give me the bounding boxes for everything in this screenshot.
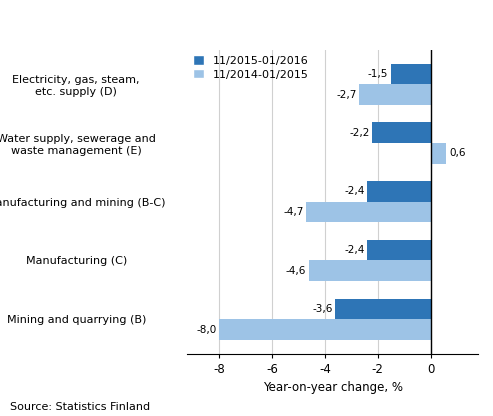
Text: -1,5: -1,5: [368, 69, 388, 79]
Bar: [372, 122, 430, 143]
X-axis label: Year-on-year change, %: Year-on-year change, %: [263, 381, 403, 394]
Text: Source: Statistics Finland: Source: Statistics Finland: [10, 402, 150, 412]
Text: -4,6: -4,6: [286, 266, 306, 276]
Text: -2,4: -2,4: [344, 186, 364, 196]
Bar: [367, 240, 430, 260]
Text: -2,2: -2,2: [350, 128, 370, 138]
Text: -2,7: -2,7: [336, 89, 356, 99]
Bar: [306, 202, 430, 222]
Bar: [219, 319, 430, 340]
Bar: [430, 143, 447, 163]
Bar: [367, 181, 430, 202]
Text: -8,0: -8,0: [196, 324, 216, 334]
Text: -3,6: -3,6: [313, 304, 333, 314]
Legend: 11/2015-01/2016, 11/2014-01/2015: 11/2015-01/2016, 11/2014-01/2015: [193, 55, 309, 80]
Bar: [391, 64, 430, 84]
Text: 0,6: 0,6: [449, 148, 465, 158]
Text: -4,7: -4,7: [283, 207, 304, 217]
Bar: [309, 260, 430, 281]
Bar: [359, 84, 430, 105]
Bar: [335, 299, 430, 319]
Text: -2,4: -2,4: [344, 245, 364, 255]
